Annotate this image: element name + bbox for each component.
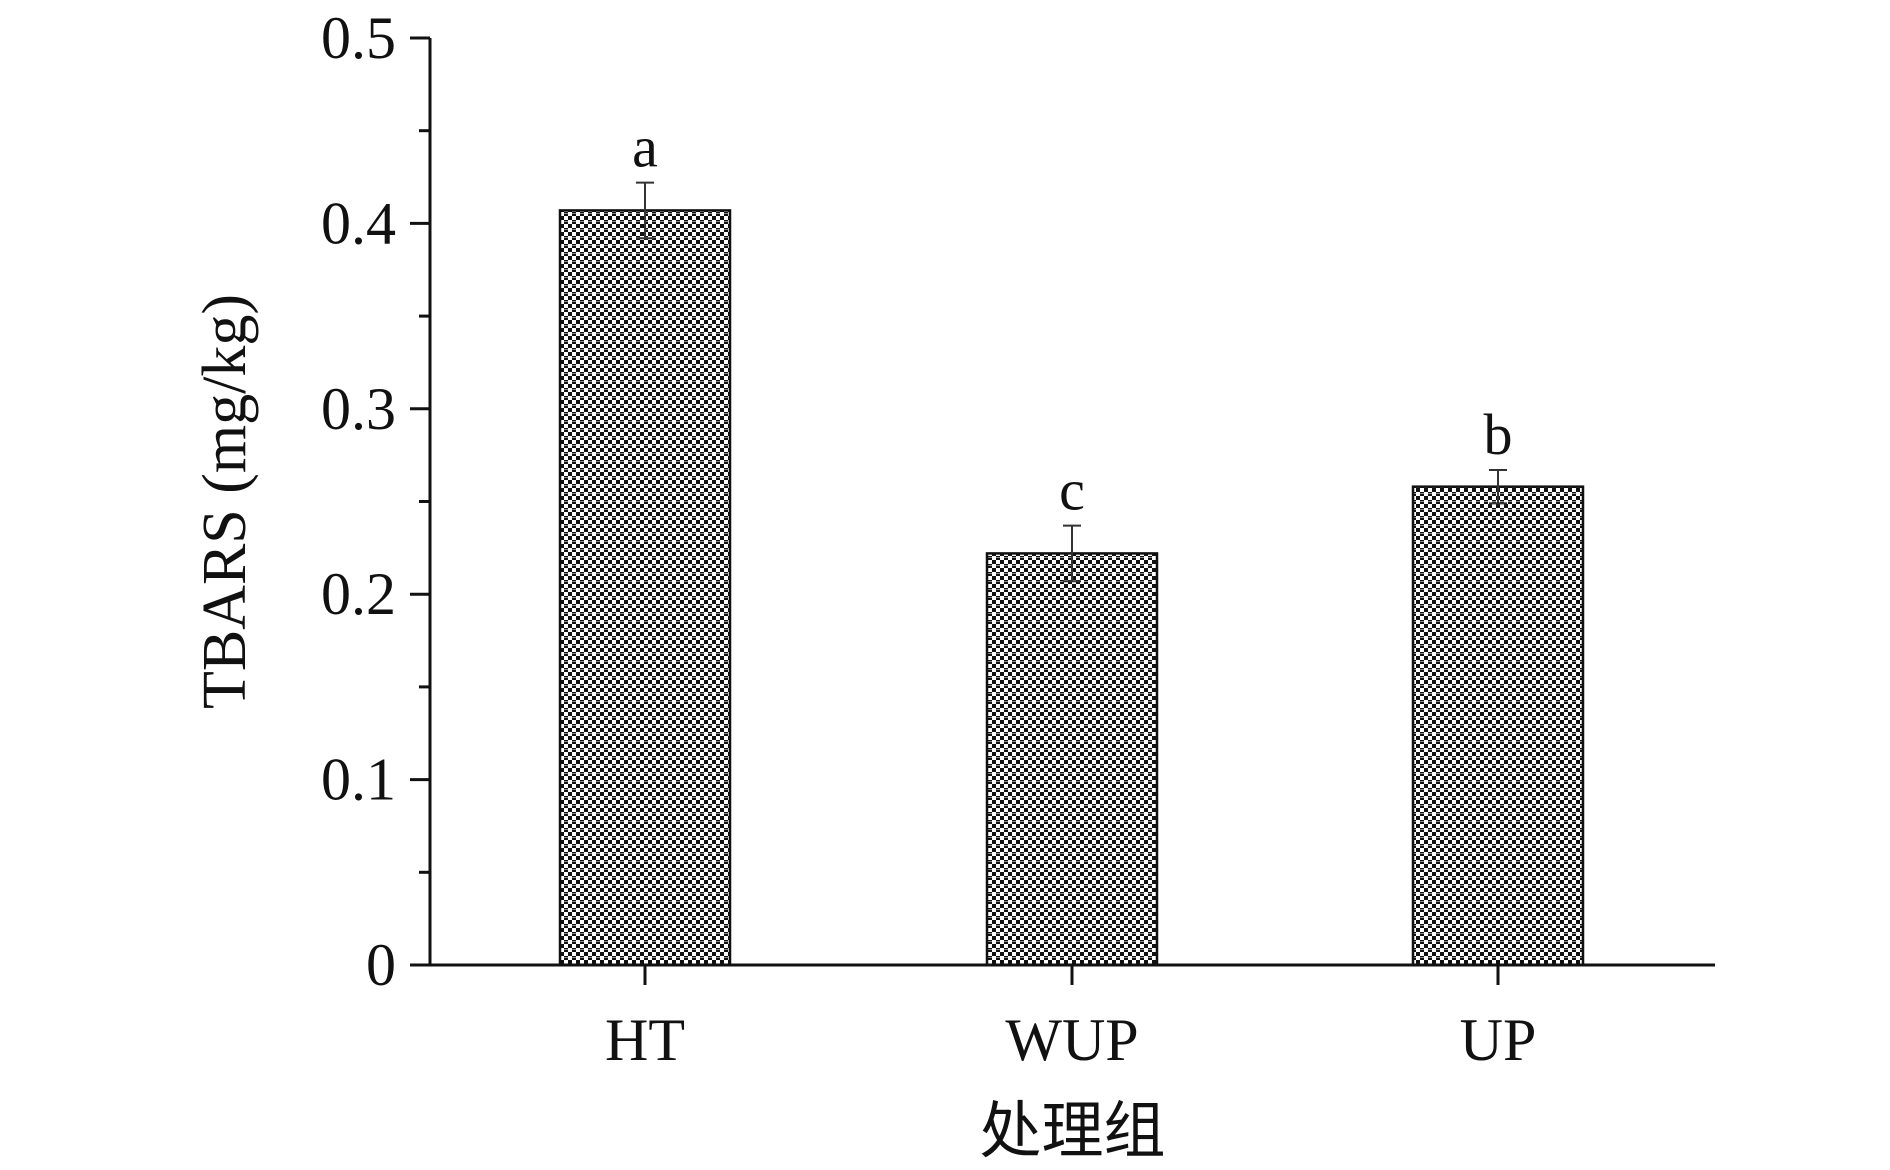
x-tick-label: WUP [1005,1007,1138,1073]
y-tick-label: 0.1 [321,747,396,813]
x-tick-label: HT [605,1007,685,1073]
y-tick-label: 0.2 [321,561,396,627]
significance-letter: a [632,115,658,180]
significance-letter: c [1059,458,1085,523]
significance-letters: a c b [632,115,1512,523]
y-tick-label: 0.5 [321,5,396,71]
x-axis-ticks: HT WUP UP [605,965,1536,1073]
error-bars [636,181,1507,583]
bar-up [1411,485,1585,967]
y-tick-label: 0.3 [321,376,396,442]
significance-letter: b [1484,402,1513,467]
y-axis-title: TBARS (mg/kg) [191,294,259,709]
bar-wup [985,552,1159,967]
y-tick-label: 0.4 [321,190,396,256]
x-tick-label: UP [1460,1007,1537,1073]
y-tick-label: 0 [366,932,396,998]
bars [558,209,1585,967]
y-axis-ticks: 0 0.1 0.2 0.3 0.4 0.5 [321,5,430,998]
bar-ht [558,209,732,967]
x-axis-title: 处理组 [979,1098,1165,1166]
